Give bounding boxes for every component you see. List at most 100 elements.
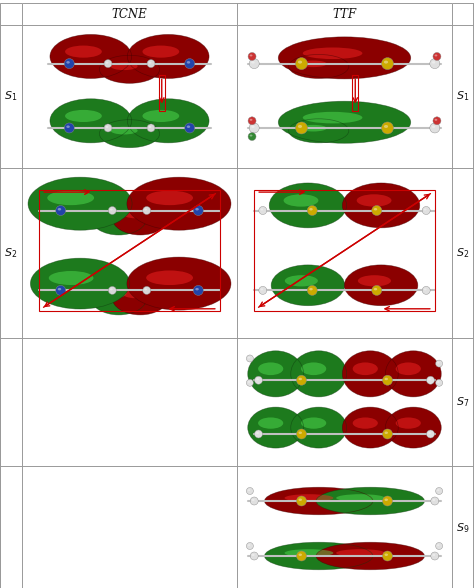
Ellipse shape — [284, 494, 333, 502]
Ellipse shape — [436, 360, 443, 367]
Ellipse shape — [422, 286, 430, 295]
Ellipse shape — [100, 120, 160, 148]
Text: $S_1$: $S_1$ — [4, 89, 18, 103]
Text: $S_1$: $S_1$ — [456, 89, 470, 103]
Ellipse shape — [432, 554, 435, 556]
Ellipse shape — [248, 52, 256, 61]
Ellipse shape — [396, 417, 421, 429]
Ellipse shape — [256, 432, 259, 434]
Bar — [254, 190, 435, 311]
Ellipse shape — [248, 351, 304, 397]
Ellipse shape — [437, 381, 439, 383]
Ellipse shape — [255, 376, 263, 384]
Ellipse shape — [101, 289, 127, 298]
Ellipse shape — [251, 125, 255, 128]
Ellipse shape — [144, 288, 147, 290]
Ellipse shape — [187, 125, 190, 128]
Ellipse shape — [336, 549, 385, 557]
Ellipse shape — [383, 496, 392, 506]
Ellipse shape — [246, 487, 254, 495]
Ellipse shape — [298, 61, 302, 64]
Ellipse shape — [66, 61, 70, 64]
Ellipse shape — [316, 487, 425, 514]
Ellipse shape — [58, 288, 61, 290]
Ellipse shape — [65, 45, 102, 58]
Ellipse shape — [384, 377, 388, 380]
Ellipse shape — [143, 206, 151, 215]
Ellipse shape — [143, 286, 151, 295]
Ellipse shape — [104, 124, 112, 132]
Ellipse shape — [307, 205, 317, 215]
Ellipse shape — [385, 351, 441, 397]
Ellipse shape — [144, 209, 147, 211]
Ellipse shape — [47, 191, 94, 205]
Ellipse shape — [30, 258, 130, 309]
Ellipse shape — [358, 275, 391, 286]
Ellipse shape — [356, 194, 392, 206]
Ellipse shape — [383, 551, 392, 561]
Ellipse shape — [300, 61, 327, 67]
Ellipse shape — [278, 37, 410, 79]
Ellipse shape — [91, 279, 147, 315]
Ellipse shape — [127, 257, 231, 310]
Ellipse shape — [435, 119, 438, 121]
Ellipse shape — [187, 61, 190, 64]
Ellipse shape — [146, 270, 193, 285]
Ellipse shape — [147, 59, 155, 68]
Ellipse shape — [128, 35, 209, 78]
Text: $S_2$: $S_2$ — [456, 246, 470, 260]
Ellipse shape — [58, 208, 61, 211]
Ellipse shape — [303, 112, 363, 123]
Ellipse shape — [193, 205, 203, 215]
Ellipse shape — [248, 117, 256, 125]
Ellipse shape — [143, 45, 179, 58]
Ellipse shape — [316, 542, 425, 570]
Ellipse shape — [437, 362, 439, 363]
Ellipse shape — [300, 125, 327, 132]
Ellipse shape — [28, 177, 132, 230]
Ellipse shape — [250, 135, 253, 136]
Ellipse shape — [143, 110, 179, 122]
Text: $S_2$: $S_2$ — [4, 246, 18, 260]
Ellipse shape — [295, 122, 308, 134]
Ellipse shape — [250, 119, 253, 121]
Ellipse shape — [252, 554, 255, 556]
Ellipse shape — [278, 101, 410, 143]
Ellipse shape — [289, 119, 349, 143]
Ellipse shape — [436, 487, 443, 495]
Ellipse shape — [436, 543, 443, 550]
Ellipse shape — [112, 199, 169, 235]
Ellipse shape — [431, 552, 439, 560]
Ellipse shape — [427, 376, 435, 384]
Ellipse shape — [269, 183, 346, 228]
Ellipse shape — [110, 209, 113, 211]
Ellipse shape — [91, 199, 147, 235]
Ellipse shape — [353, 362, 378, 375]
Text: $S_7$: $S_7$ — [456, 395, 470, 409]
Ellipse shape — [256, 378, 259, 380]
Ellipse shape — [374, 208, 377, 211]
Ellipse shape — [383, 375, 392, 385]
Ellipse shape — [185, 123, 195, 133]
Ellipse shape — [435, 55, 438, 56]
Ellipse shape — [185, 59, 195, 69]
Ellipse shape — [307, 285, 317, 295]
Ellipse shape — [303, 48, 363, 59]
Ellipse shape — [260, 209, 263, 211]
Ellipse shape — [295, 58, 308, 69]
Ellipse shape — [382, 122, 393, 134]
Ellipse shape — [246, 379, 254, 386]
Ellipse shape — [428, 432, 431, 434]
Ellipse shape — [251, 61, 255, 64]
Ellipse shape — [372, 205, 382, 215]
Ellipse shape — [301, 417, 326, 429]
Ellipse shape — [432, 61, 435, 64]
Ellipse shape — [309, 288, 313, 290]
Ellipse shape — [291, 407, 346, 448]
Ellipse shape — [127, 177, 231, 230]
Ellipse shape — [56, 285, 66, 295]
Ellipse shape — [430, 59, 440, 69]
Bar — [352, 75, 358, 111]
Ellipse shape — [297, 496, 307, 506]
Ellipse shape — [250, 552, 258, 560]
